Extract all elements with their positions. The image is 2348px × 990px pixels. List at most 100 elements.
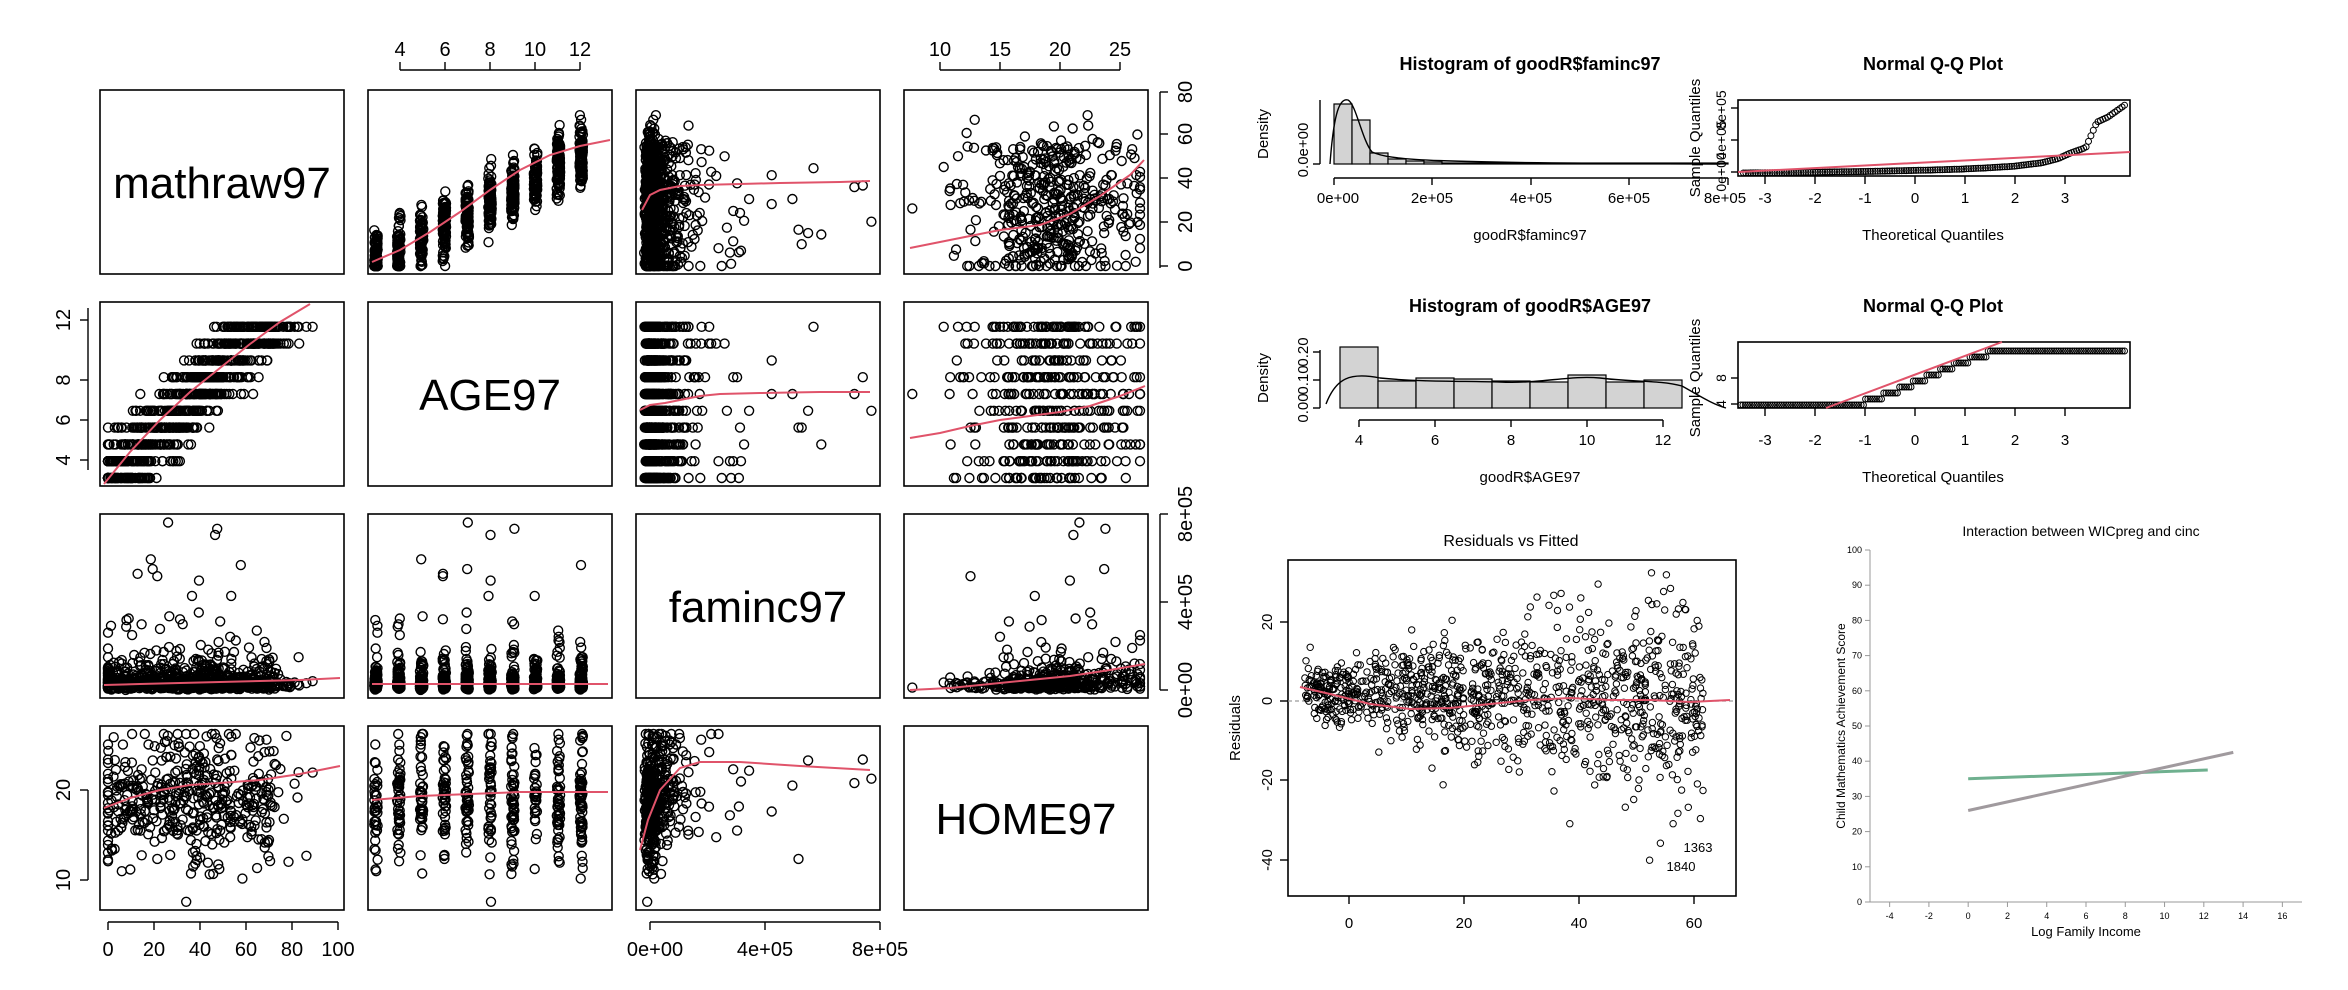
scatter-point [683,260,694,272]
scatter-point [372,253,383,265]
scatter-point [643,157,654,169]
scatter-point [213,636,224,648]
scatter-point [553,195,564,207]
scatter-point [646,254,657,265]
scatter-point [462,208,473,220]
scatter-point [673,189,685,201]
scatter-point [532,149,543,161]
scatter-point [506,219,517,231]
scatter-point [998,231,1010,242]
scatter-point [1134,242,1146,254]
scatter-point [734,422,746,433]
scatter-point [683,472,694,484]
scatter-point [394,207,405,219]
scatter-point [439,233,450,244]
scatter-point [674,169,685,181]
scatter-point [553,138,565,149]
panel-3-3 [635,513,881,699]
scatter-point [655,171,667,182]
scatter-point [440,221,452,233]
scatter-point [1097,153,1108,165]
scatter-point [553,157,564,169]
scatter-point [460,242,471,253]
scatter-point [645,238,656,250]
scatter-point [532,167,543,179]
scatter-point [669,221,680,233]
scatter-point [576,123,587,134]
scatter-point [735,245,747,256]
scatter-point [970,235,981,247]
scatter-faminc-vs-age [639,321,877,484]
scatter-point [1120,260,1132,272]
scatter-point [651,227,663,239]
scatter-point [204,422,215,433]
scatter-point [653,260,664,272]
scatter-point [393,232,404,243]
scatter-point [1132,129,1143,140]
panel-4-1 [99,725,345,911]
scatter-point [484,185,495,197]
scatter-point [653,133,664,145]
scatter-point [968,338,980,349]
scatter-point [673,143,685,154]
scatter-point [1116,155,1127,167]
scatter-point [766,355,777,366]
scatter-point [1111,260,1123,271]
scatter-point [866,216,877,227]
scatter-point [529,143,540,154]
scatter-point [738,215,750,227]
scatter-point [1094,321,1105,332]
scatter-point [1120,249,1131,261]
scatter-point [551,193,562,204]
scatter-point [259,636,270,648]
scatter-point [1115,355,1127,366]
scatter-point [990,260,1001,272]
scatter-point [945,372,956,383]
scatter-point [371,231,383,242]
scatter-point [716,260,727,272]
panel-1-2 [367,89,613,275]
scatter-point [650,109,662,121]
scatter-point [944,388,955,400]
scatter-point [687,229,698,241]
scatter-point [990,472,1001,484]
scatter-point [649,260,660,272]
scatter-point [970,439,981,450]
scatter-point [656,163,667,175]
scatter-point [641,213,652,225]
panel-1-1 [99,89,345,275]
scatter-point [734,207,746,219]
scatter-math-vs-faminc [102,517,318,696]
scatter-point [439,260,451,272]
panel-3-1 [99,513,345,699]
scatter-point [738,439,750,450]
scatter-point [672,236,683,247]
scatter-point [507,197,518,209]
scatter-point [682,236,694,248]
scatter-point [529,190,540,201]
scatter-point [976,372,987,383]
scatter-point [649,239,660,250]
scatter-point [644,138,655,149]
scatter-point [575,182,586,194]
scatter-point [640,232,651,243]
scatter-point [437,195,449,207]
scatter-point [643,152,655,164]
scatter-point [699,192,711,203]
scatter-point [646,121,657,132]
scatter-point [907,203,918,214]
scatter-point [728,205,739,217]
scatter-point [461,213,472,225]
scatter-point [690,167,701,179]
scatter-point [1028,147,1040,158]
scatter-point [649,163,660,174]
panel-2-3 [635,301,881,487]
scatter-point [1082,120,1094,131]
scatter-point [663,248,674,260]
scatter-point [235,559,247,571]
scatter-point [719,151,730,162]
scatter-point [484,197,495,209]
scatter-point [123,613,134,624]
panel-2-2 [367,301,613,487]
scatter-point [787,193,798,205]
